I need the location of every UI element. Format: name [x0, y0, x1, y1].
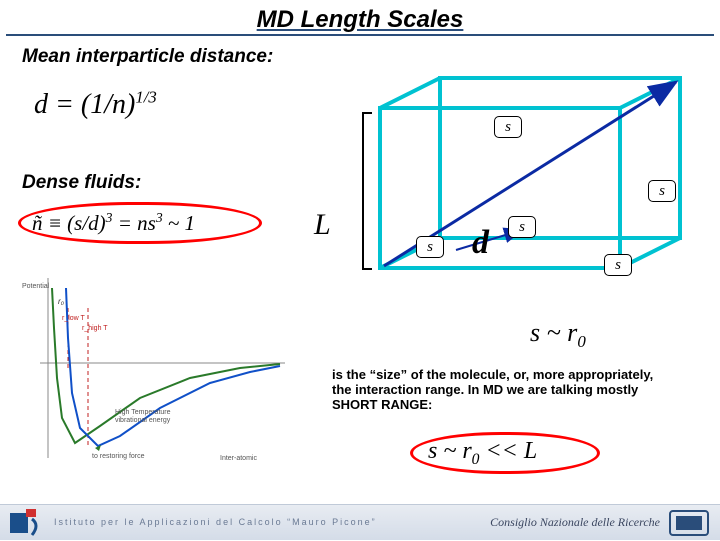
- plot-r0: r₀: [58, 297, 65, 306]
- formula-s-r0-text: s ~ r0: [530, 318, 586, 347]
- formula-s-r0: s ~ r0: [530, 318, 586, 352]
- s-bubble: s: [416, 236, 444, 258]
- footer-left-text: Istituto per le Applicazioni del Calcolo…: [54, 517, 377, 527]
- s-bubble: s: [648, 180, 676, 202]
- footer-left-logo: [4, 505, 50, 541]
- footer-bar: Istituto per le Applicazioni del Calcolo…: [0, 504, 720, 540]
- plot-ylabel: Potential: [22, 283, 50, 290]
- formula-s-r0-L: s ~ r0 << L: [428, 438, 537, 469]
- s-bubble: s: [508, 216, 536, 238]
- potential-plot-svg: Potential r₀ r_low T r_high T Inter-atom…: [20, 268, 290, 468]
- plot-rlow: r_low T: [62, 315, 86, 322]
- label-d: d: [472, 224, 489, 262]
- s-bubble: s: [494, 116, 522, 138]
- footer-right-logo: [666, 505, 714, 541]
- plot-note2: to restoring force: [92, 453, 145, 460]
- formula-s-r0-L-text: s ~ r0 << L: [428, 438, 537, 464]
- plot-note1: High Temperature: [115, 409, 171, 416]
- s-bubble: s: [604, 254, 632, 276]
- footer-right-text: Consiglio Nazionale delle Ricerche: [490, 515, 660, 530]
- potential-plot: Potential r₀ r_low T r_high T Inter-atom…: [20, 268, 290, 468]
- explanation-text: is the “size” of the molecule, or, more …: [332, 368, 662, 413]
- plot-rhigh: r_high T: [82, 325, 108, 332]
- plot-note1b: vibrational energy: [115, 417, 171, 424]
- plot-xlabel: Inter-atomic: [220, 455, 257, 462]
